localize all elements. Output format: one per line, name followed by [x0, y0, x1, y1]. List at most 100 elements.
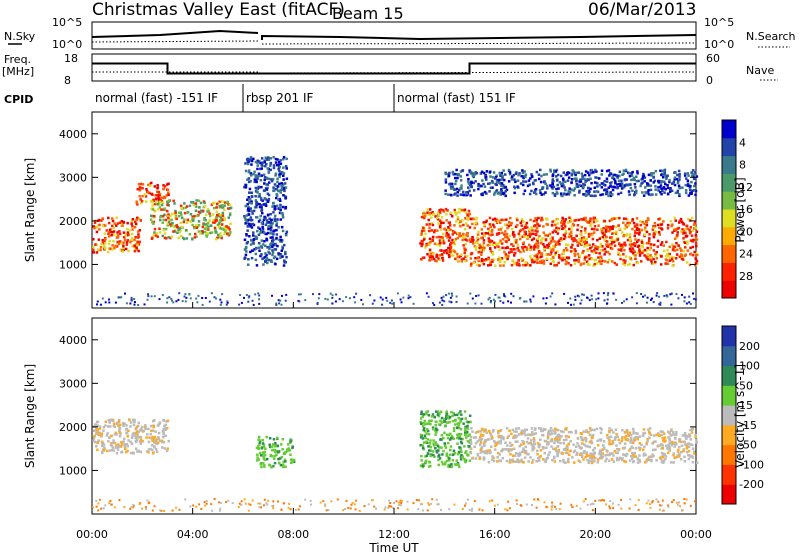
data-cell [422, 413, 425, 416]
data-cell [420, 239, 423, 243]
data-cell [530, 427, 534, 430]
data-cell [261, 451, 265, 454]
data-cell [420, 233, 423, 236]
data-cell [122, 424, 125, 427]
data-cell [250, 163, 253, 166]
data-cell [194, 202, 198, 205]
data-cell [574, 295, 577, 298]
data-cell [444, 234, 448, 237]
data-cell [182, 220, 186, 224]
data-cell [590, 456, 593, 459]
data-cell [677, 226, 681, 230]
data-cell [649, 298, 652, 301]
data-cell [637, 509, 640, 511]
data-cell [654, 448, 657, 451]
data-cell [623, 233, 626, 237]
data-cell [435, 498, 438, 501]
data-cell [609, 181, 612, 185]
data-cell [452, 254, 455, 257]
data-cell [649, 506, 652, 509]
data-cell [206, 208, 210, 211]
data-cell [517, 249, 520, 252]
data-cell [464, 427, 467, 430]
data-cell [161, 215, 165, 218]
data-cell [661, 430, 664, 433]
data-cell [155, 450, 159, 453]
data-cell [599, 249, 602, 252]
data-cell [166, 224, 169, 227]
data-cell [167, 182, 170, 185]
data-cell [661, 444, 664, 447]
data-cell [694, 435, 697, 438]
data-cell [582, 262, 586, 265]
data-cell [686, 184, 690, 187]
data-cell [484, 428, 487, 432]
data-cell [612, 240, 616, 244]
data-cell [576, 228, 579, 232]
data-cell [608, 427, 611, 430]
nave-label: Nave [746, 64, 774, 77]
data-cell [687, 453, 690, 457]
data-cell [211, 221, 215, 224]
data-cell [611, 440, 614, 443]
data-cell [421, 415, 424, 418]
data-cell [108, 502, 111, 505]
data-cell [259, 214, 262, 218]
data-cell [634, 504, 637, 507]
data-cell [503, 261, 506, 264]
data-cell [617, 251, 620, 254]
data-cell [409, 296, 412, 299]
data-cell [256, 229, 259, 233]
data-cell [264, 447, 267, 451]
data-cell [675, 241, 678, 245]
data-cell [102, 426, 106, 429]
data-cell [561, 194, 564, 198]
data-cell [262, 462, 265, 465]
data-cell [585, 452, 588, 456]
nave-tick-low: 0 [706, 74, 713, 87]
data-cell [280, 249, 283, 252]
data-cell [510, 292, 513, 295]
data-cell [506, 509, 509, 512]
data-cell [611, 232, 614, 235]
data-cell [695, 438, 698, 442]
data-cell [425, 422, 428, 425]
data-cell [428, 223, 431, 226]
data-cell [282, 172, 286, 175]
data-cell [669, 187, 672, 190]
data-cell [461, 169, 464, 173]
data-cell [521, 258, 525, 262]
data-cell [653, 243, 656, 247]
data-cell [558, 243, 561, 246]
data-cell [535, 226, 539, 229]
data-cell [624, 259, 627, 263]
data-cell [692, 177, 696, 181]
data-cell [168, 218, 171, 222]
data-cell [612, 177, 616, 181]
data-cell [465, 254, 469, 258]
data-cell [463, 236, 466, 239]
data-cell [437, 414, 440, 418]
data-cell [474, 248, 478, 251]
data-cell [591, 232, 594, 236]
data-cell [537, 216, 540, 220]
data-cell [444, 207, 448, 211]
data-cell [598, 257, 602, 261]
data-cell [281, 229, 285, 233]
data-cell [630, 258, 633, 261]
data-cell [280, 185, 283, 188]
data-cell [169, 236, 172, 240]
data-cell [556, 450, 560, 453]
data-cell [279, 299, 282, 302]
data-cell [345, 499, 348, 502]
data-cell [657, 189, 660, 192]
data-cell [666, 184, 669, 187]
data-cell [477, 250, 480, 254]
data-cell [662, 461, 665, 464]
data-cell [624, 438, 627, 441]
data-cell [260, 447, 263, 450]
data-cell [553, 441, 556, 445]
data-cell [677, 244, 680, 247]
data-cell [690, 234, 694, 237]
data-cell [685, 261, 689, 264]
